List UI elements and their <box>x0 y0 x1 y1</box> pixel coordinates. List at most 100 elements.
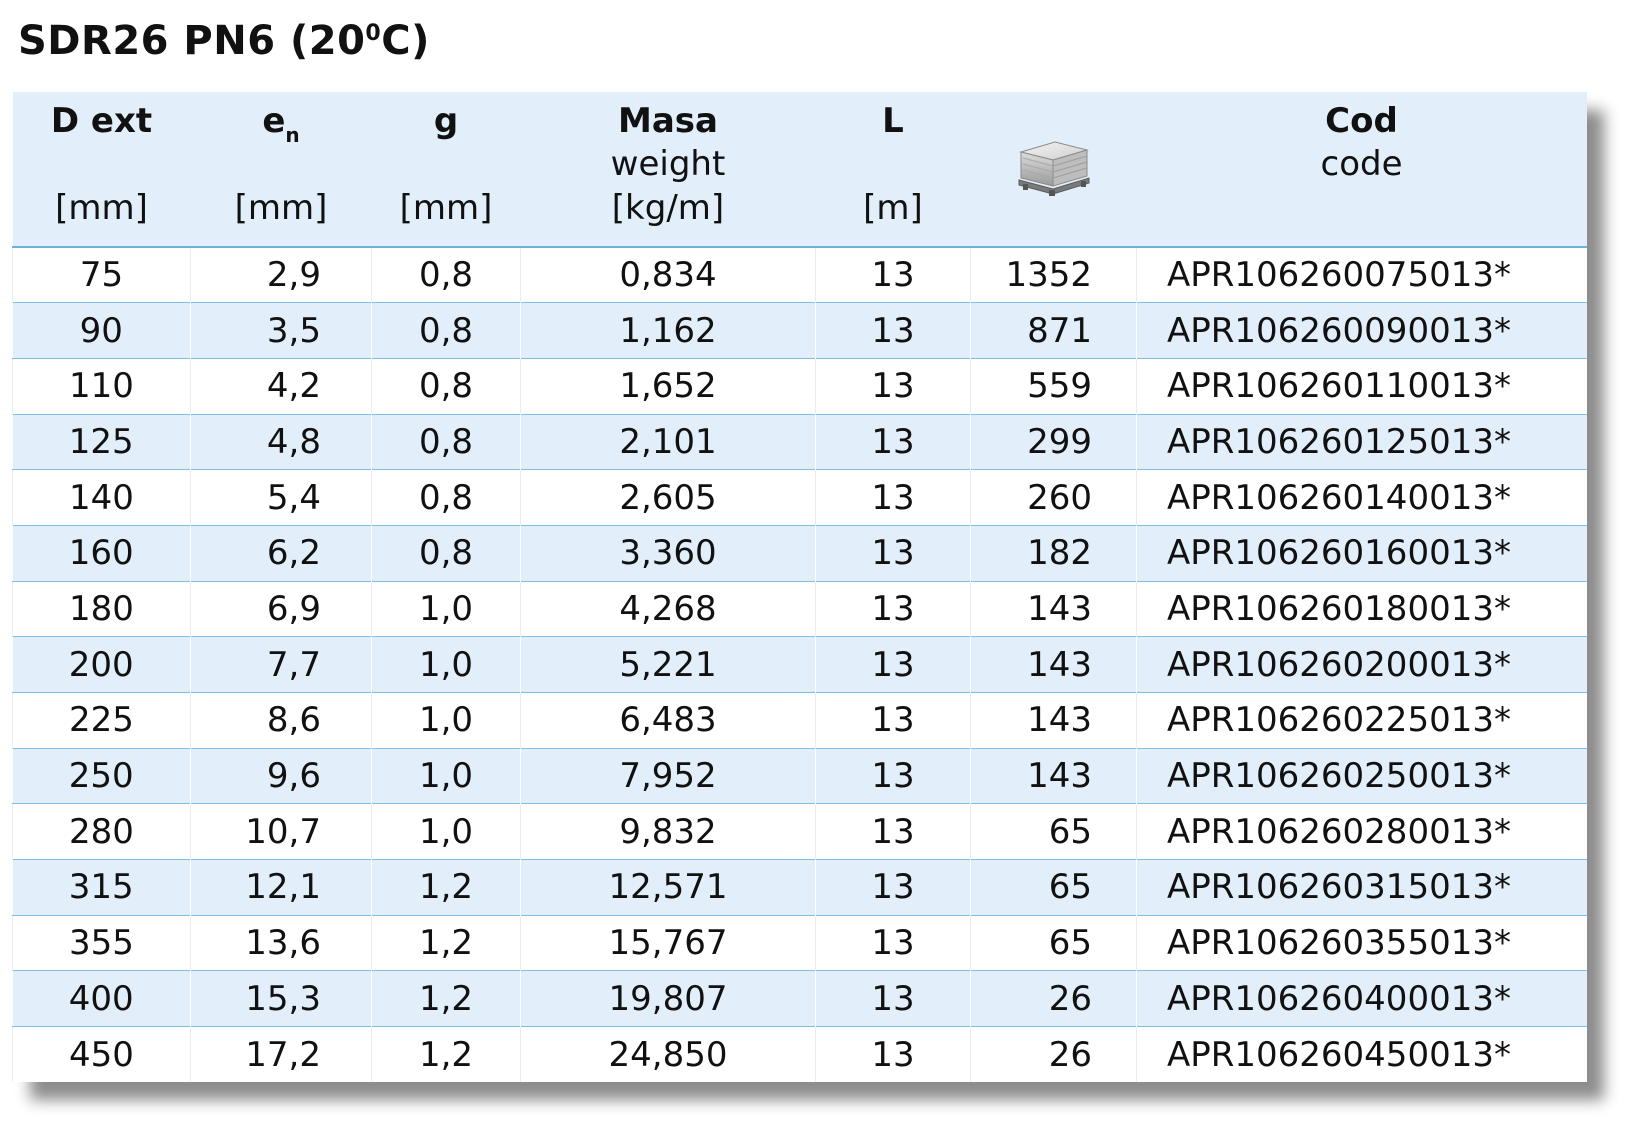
header-row: D ext [mm] en [mm] g [mm] Masa weight <box>12 92 1587 248</box>
cell-en: 7,7 <box>190 636 372 693</box>
cell-g: 1,2 <box>371 859 521 916</box>
cell-pallet-qty: 1352 <box>970 246 1137 303</box>
cell-length: 13 <box>815 246 971 303</box>
cell-length: 13 <box>815 302 971 359</box>
cell-length: 13 <box>815 580 971 637</box>
header-cod: Cod code <box>1136 92 1587 248</box>
cell-g: 0,8 <box>371 524 521 582</box>
cell-dext: 160 <box>12 524 191 582</box>
cell-en: 12,1 <box>190 859 372 916</box>
cell-length: 13 <box>815 413 971 470</box>
cell-masa: 2,101 <box>520 413 816 470</box>
cell-code: APR106260355013* <box>1136 914 1587 971</box>
cell-length: 13 <box>815 692 971 749</box>
table-row: 250 9,6 1,0 7,952 13 143 APR106260250013* <box>12 747 1587 804</box>
cell-masa: 2,605 <box>520 469 816 526</box>
cell-length: 13 <box>815 1026 971 1083</box>
table-row: 125 4,8 0,8 2,101 13 299 APR106260125013* <box>12 413 1587 470</box>
cell-masa: 4,268 <box>520 580 816 637</box>
cell-g: 1,0 <box>371 580 521 637</box>
cell-en: 4,8 <box>190 413 372 470</box>
header-en-unit: [mm] <box>234 188 328 228</box>
cell-code: APR106260315013* <box>1136 859 1587 916</box>
cell-dext: 180 <box>12 580 191 637</box>
table-row: 180 6,9 1,0 4,268 13 143 APR106260180013* <box>12 580 1587 637</box>
cell-pallet-qty: 299 <box>970 413 1137 470</box>
title-degree: 0 <box>365 21 382 46</box>
cell-code: APR106260250013* <box>1136 747 1587 804</box>
cell-code: APR106260280013* <box>1136 803 1587 860</box>
cell-code: APR106260225013* <box>1136 692 1587 749</box>
cell-g: 0,8 <box>371 357 521 415</box>
cell-pallet-qty: 143 <box>970 692 1137 749</box>
pallet-icon <box>1018 141 1089 196</box>
cell-length: 13 <box>815 524 971 582</box>
cell-length: 13 <box>815 970 971 1027</box>
cell-pallet-qty: 65 <box>970 914 1137 971</box>
cell-dext: 140 <box>12 469 191 526</box>
header-masa: Masa weight [kg/m] <box>520 92 816 248</box>
table-row: 90 3,5 0,8 1,162 13 871 APR106260090013* <box>12 302 1587 359</box>
table-row: 110 4,2 0,8 1,652 13 559 APR106260110013* <box>12 357 1587 415</box>
header-masa-unit: [kg/m] <box>611 188 725 228</box>
cell-en: 6,2 <box>190 524 372 582</box>
header-masa-label: Masa <box>618 101 718 141</box>
header-g-label: g <box>433 101 459 141</box>
pipe-spec-table: D ext [mm] en [mm] g [mm] Masa weight <box>12 92 1587 1083</box>
cell-dext: 250 <box>12 747 191 804</box>
cell-en: 3,5 <box>190 302 372 359</box>
cell-dext: 110 <box>12 357 191 415</box>
cell-length: 13 <box>815 636 971 693</box>
header-masa-sublabel: weight <box>610 144 726 184</box>
cell-masa: 3,360 <box>520 524 816 582</box>
table-row: 225 8,6 1,0 6,483 13 143 APR106260225013* <box>12 692 1587 749</box>
header-cod-label: Cod <box>1325 101 1398 141</box>
cell-dext: 225 <box>12 692 191 749</box>
cell-g: 0,8 <box>371 246 521 303</box>
header-en-label: en <box>262 101 300 147</box>
cell-en: 5,4 <box>190 469 372 526</box>
cell-pallet-qty: 871 <box>970 302 1137 359</box>
cell-pallet-qty: 65 <box>970 803 1137 860</box>
header-en-subscript: n <box>285 123 300 147</box>
cell-g: 1,0 <box>371 692 521 749</box>
cell-masa: 12,571 <box>520 859 816 916</box>
cell-dext: 450 <box>12 1026 191 1083</box>
cell-code: APR106260400013* <box>1136 970 1587 1027</box>
cell-length: 13 <box>815 914 971 971</box>
title-end: C) <box>381 18 430 64</box>
cell-pallet-qty: 26 <box>970 970 1137 1027</box>
cell-pallet-qty: 182 <box>970 524 1137 582</box>
cell-en: 17,2 <box>190 1026 372 1083</box>
cell-dext: 400 <box>12 970 191 1027</box>
table-body: 75 2,9 0,8 0,834 13 1352 APR106260075013* 90 3,5… <box>12 246 1587 1083</box>
header-l-unit: [m] <box>863 188 923 228</box>
cell-dext: 315 <box>12 859 191 916</box>
table-row: 160 6,2 0,8 3,360 13 182 APR106260160013* <box>12 524 1587 582</box>
table-row: 75 2,9 0,8 0,834 13 1352 APR106260075013* <box>12 246 1587 303</box>
cell-g: 1,2 <box>371 970 521 1027</box>
cell-dext: 280 <box>12 803 191 860</box>
cell-g: 0,8 <box>371 469 521 526</box>
cell-dext: 125 <box>12 413 191 470</box>
cell-length: 13 <box>815 859 971 916</box>
title-main: SDR26 PN6 (20 <box>18 18 366 64</box>
cell-masa: 1,162 <box>520 302 816 359</box>
cell-code: APR106260090013* <box>1136 302 1587 359</box>
cell-masa: 1,652 <box>520 357 816 415</box>
header-dext: D ext [mm] <box>12 92 191 248</box>
cell-dext: 90 <box>12 302 191 359</box>
header-g-unit: [mm] <box>399 188 493 228</box>
cell-pallet-qty: 26 <box>970 1026 1137 1083</box>
cell-g: 1,0 <box>371 636 521 693</box>
header-dext-label: D ext <box>50 101 153 141</box>
header-l: L [m] <box>815 92 971 248</box>
cell-code: APR106260075013* <box>1136 246 1587 303</box>
table-row: 355 13,6 1,2 15,767 13 65 APR106260355013* <box>12 914 1587 971</box>
cell-code: APR106260200013* <box>1136 636 1587 693</box>
cell-g: 1,0 <box>371 803 521 860</box>
cell-en: 15,3 <box>190 970 372 1027</box>
cell-en: 4,2 <box>190 357 372 415</box>
cell-masa: 19,807 <box>520 970 816 1027</box>
cell-code: APR106260450013* <box>1136 1026 1587 1083</box>
